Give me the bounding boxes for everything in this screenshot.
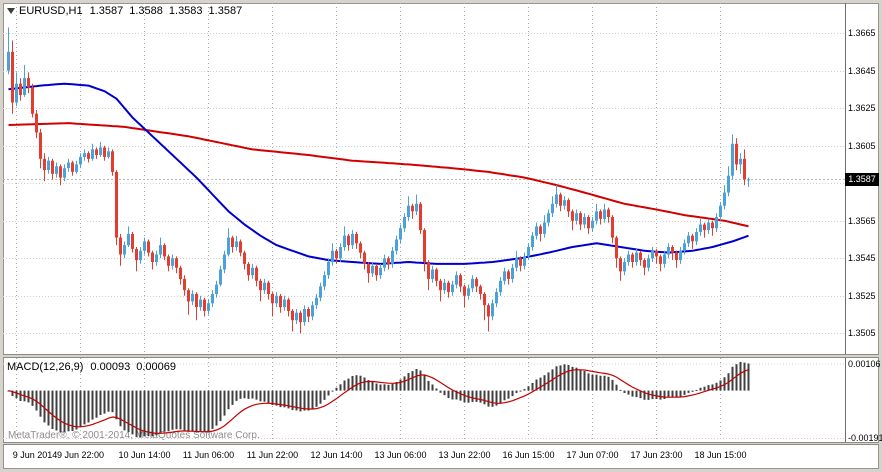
price-axis-label: 1.3645 bbox=[848, 65, 876, 76]
macd-grid bbox=[3, 358, 845, 442]
price-axis-label: 1.3665 bbox=[848, 28, 876, 39]
price-axis-label: 1.3545 bbox=[848, 253, 876, 264]
time-axis-label: 18 Jun 15:00 bbox=[694, 450, 747, 460]
pane-separator[interactable] bbox=[3, 354, 879, 358]
macd-axis-label: -0.00191 bbox=[848, 433, 882, 444]
current-price-tag: 1.3587 bbox=[845, 173, 879, 186]
ma-fast-blue-line bbox=[8, 82, 749, 265]
watermark: MetaTrader®, © 2001-2014, MetaQuotes Sof… bbox=[8, 430, 260, 441]
price-axis-label: 1.3525 bbox=[848, 290, 876, 301]
time-axis-label: 11 Jun 06:00 bbox=[182, 450, 235, 460]
time-axis-label: 13 Jun 22:00 bbox=[438, 450, 491, 460]
time-axis[interactable]: 9 Jun 2014 9 Jun 22:00 10 Jun 14:00 11 Jun … bbox=[3, 446, 845, 468]
time-axis-label: 16 Jun 15:00 bbox=[502, 450, 555, 460]
macd-main-value: 0.00093 bbox=[90, 361, 131, 373]
time-axis-label: 11 Jun 22:00 bbox=[246, 450, 299, 460]
price-axis-divider bbox=[845, 3, 846, 444]
time-axis-label: 9 Jun 22:00 bbox=[56, 450, 105, 460]
price-axis-label: 1.3565 bbox=[848, 215, 876, 226]
quote-low: 1.3583 bbox=[168, 5, 203, 17]
time-axis-label: 13 Jun 06:00 bbox=[374, 450, 427, 460]
time-axis-label: 10 Jun 14:00 bbox=[118, 450, 171, 460]
macd-name: MACD(12,26,9) bbox=[7, 361, 84, 373]
ma-slow-red-line bbox=[8, 122, 749, 228]
time-axis-label: 12 Jun 14:00 bbox=[310, 450, 363, 460]
price-axis-label: 1.3625 bbox=[848, 103, 876, 114]
macd-plot[interactable] bbox=[3, 358, 845, 442]
macd-signal-line bbox=[8, 369, 749, 435]
quote-open: 1.3587 bbox=[89, 5, 124, 17]
time-axis-label: 17 Jun 23:00 bbox=[630, 450, 683, 460]
price-axis-label: 1.3605 bbox=[848, 140, 876, 151]
macd-axis-label: 0.00106 bbox=[848, 359, 881, 370]
candlesticks bbox=[7, 27, 750, 334]
one-click-trading-arrow-icon[interactable] bbox=[7, 8, 15, 15]
macd-histogram bbox=[7, 361, 750, 438]
macd-indicator-label: MACD(12,26,9) 0.00093 0.00069 bbox=[7, 361, 182, 373]
time-axis-separator[interactable] bbox=[3, 442, 879, 445]
time-axis-label: 17 Jun 07:00 bbox=[566, 450, 619, 460]
price-axis-label: 1.3505 bbox=[848, 328, 876, 339]
quote-close: 1.3587 bbox=[208, 5, 243, 17]
macd-signal-value: 0.00069 bbox=[136, 361, 176, 373]
price-axis[interactable]: 1.36651.36451.36251.36051.35851.35651.35… bbox=[846, 0, 882, 472]
time-axis-label: 9 Jun 2014 bbox=[12, 450, 58, 460]
quote-line: EURUSD,H1 1.3587 1.3588 1.3583 1.3587 bbox=[7, 5, 248, 17]
main-chart-plot[interactable] bbox=[3, 3, 845, 354]
symbol-timeframe-label: EURUSD,H1 bbox=[19, 5, 83, 17]
main-grid bbox=[3, 3, 845, 354]
quote-high: 1.3588 bbox=[129, 5, 163, 17]
